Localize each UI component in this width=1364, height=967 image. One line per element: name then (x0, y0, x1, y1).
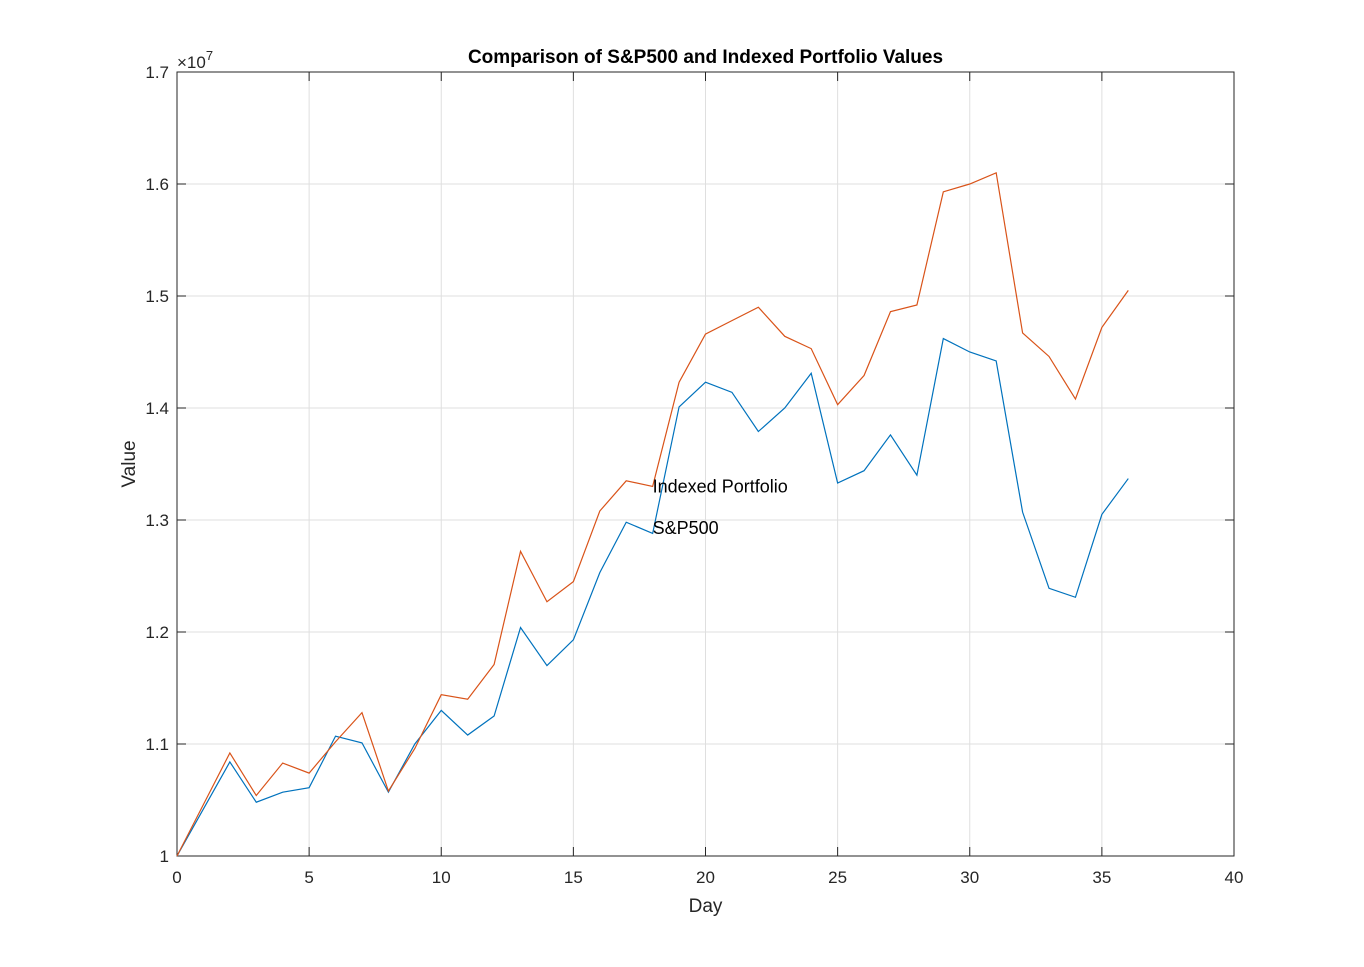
y-tick-label: 1.6 (145, 175, 169, 194)
y-tick-label: 1.7 (145, 63, 169, 82)
y-tick-label: 1.2 (145, 623, 169, 642)
series-line-1 (176, 337, 1129, 857)
annotation-label-2: S&P500 (653, 518, 719, 538)
x-axis-title: Day (689, 896, 723, 917)
x-tick-label: 5 (304, 868, 313, 887)
x-tick-label: 20 (696, 868, 715, 887)
annotations: Indexed Portfolio S&P500 (653, 476, 788, 537)
x-tick-label: 35 (1092, 868, 1111, 887)
x-tick-label: 40 (1225, 868, 1244, 887)
y-tick-label: 1.3 (145, 511, 169, 530)
x-tick-label: 25 (828, 868, 847, 887)
y-tick-label: 1.4 (145, 399, 169, 418)
annotation-label-1: Indexed Portfolio (653, 476, 788, 496)
series-line-2 (176, 171, 1129, 857)
y-axis-exponent-power: 7 (206, 48, 213, 63)
x-tick-label: 30 (960, 868, 979, 887)
y-axis-exponent-base: ×10 (177, 53, 206, 72)
x-tick-label: 10 (432, 868, 451, 887)
y-tick-label: 1.5 (145, 287, 169, 306)
y-axis-exponent-label: ×107 (177, 48, 213, 72)
grid-lines (177, 72, 1234, 856)
series-lines (176, 171, 1129, 857)
chart-title: Comparison of S&P500 and Indexed Portfol… (468, 47, 943, 68)
y-tick-label: 1 (160, 847, 169, 866)
y-axis-title: Value (119, 440, 140, 487)
axis-ticks: 0 5 10 15 20 25 30 35 40 1 1.1 1.2 1.3 1.4 1.5 1.6 1.7 (145, 63, 1243, 887)
y-tick-label: 1.1 (145, 735, 169, 754)
x-tick-label: 15 (564, 868, 583, 887)
x-tick-label: 0 (172, 868, 181, 887)
